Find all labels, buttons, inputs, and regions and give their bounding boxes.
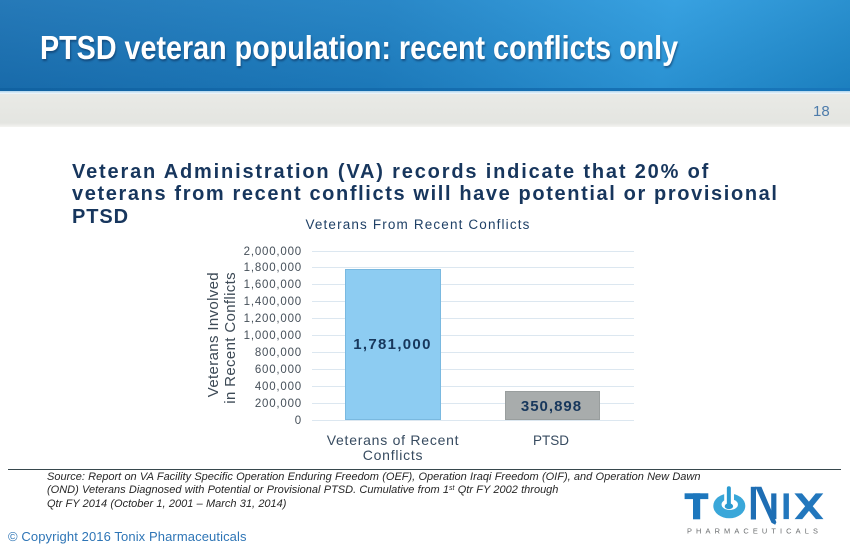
svg-text:PHARMACEUTICALS: PHARMACEUTICALS	[687, 527, 822, 536]
